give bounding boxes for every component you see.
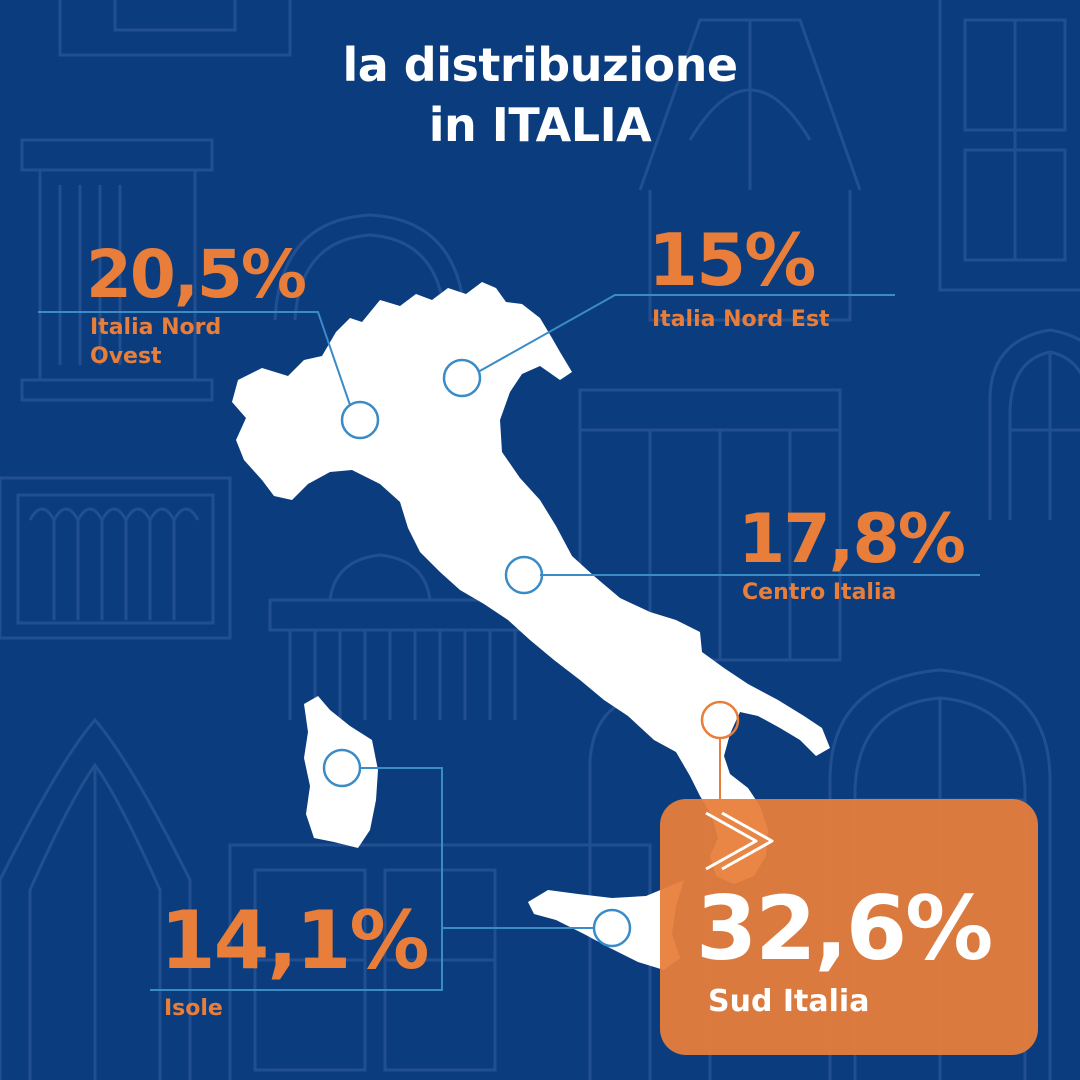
nord-ovest-percent: 20,5% bbox=[86, 236, 307, 313]
sud-percent: 32,6% bbox=[696, 877, 993, 980]
sicily-shape bbox=[528, 880, 684, 970]
title-line-2: in ITALIA bbox=[428, 98, 652, 152]
sud-circle-marker-icon bbox=[700, 700, 740, 740]
nord-ovest-label-line-2: Ovest bbox=[90, 344, 162, 369]
leader-line-isole bbox=[150, 767, 595, 991]
sicily-circle-marker-icon bbox=[592, 908, 632, 948]
sardinia-shape bbox=[304, 696, 378, 848]
nord-est-percent: 15% bbox=[648, 218, 816, 302]
nord-ovest-label-line-1: Italia Nord bbox=[90, 315, 222, 340]
isole-label: Isole bbox=[164, 996, 223, 1021]
isole-percent: 14,1% bbox=[160, 894, 430, 987]
title-line-1: la distribuzione bbox=[342, 38, 738, 92]
isole-circle-marker-icon bbox=[322, 748, 362, 788]
sud-label: Sud Italia bbox=[708, 984, 870, 1019]
centro-label: Centro Italia bbox=[742, 580, 897, 605]
leader-line-nord-est bbox=[477, 294, 895, 373]
centro-circle-marker-icon bbox=[504, 555, 544, 595]
nord-est-circle-marker-icon bbox=[442, 358, 482, 398]
leader-line-nord-ovest bbox=[38, 311, 351, 406]
double-chevron-right-icon bbox=[705, 811, 774, 871]
centro-percent: 17,8% bbox=[738, 500, 966, 579]
italy-mainland-shape bbox=[232, 282, 830, 884]
italy-landmass bbox=[232, 282, 830, 970]
sud-italia-highlight-box: 32,6% Sud Italia bbox=[660, 799, 1038, 1055]
nord-est-label: Italia Nord Est bbox=[652, 307, 830, 332]
nord-ovest-circle-marker-icon bbox=[340, 400, 380, 440]
